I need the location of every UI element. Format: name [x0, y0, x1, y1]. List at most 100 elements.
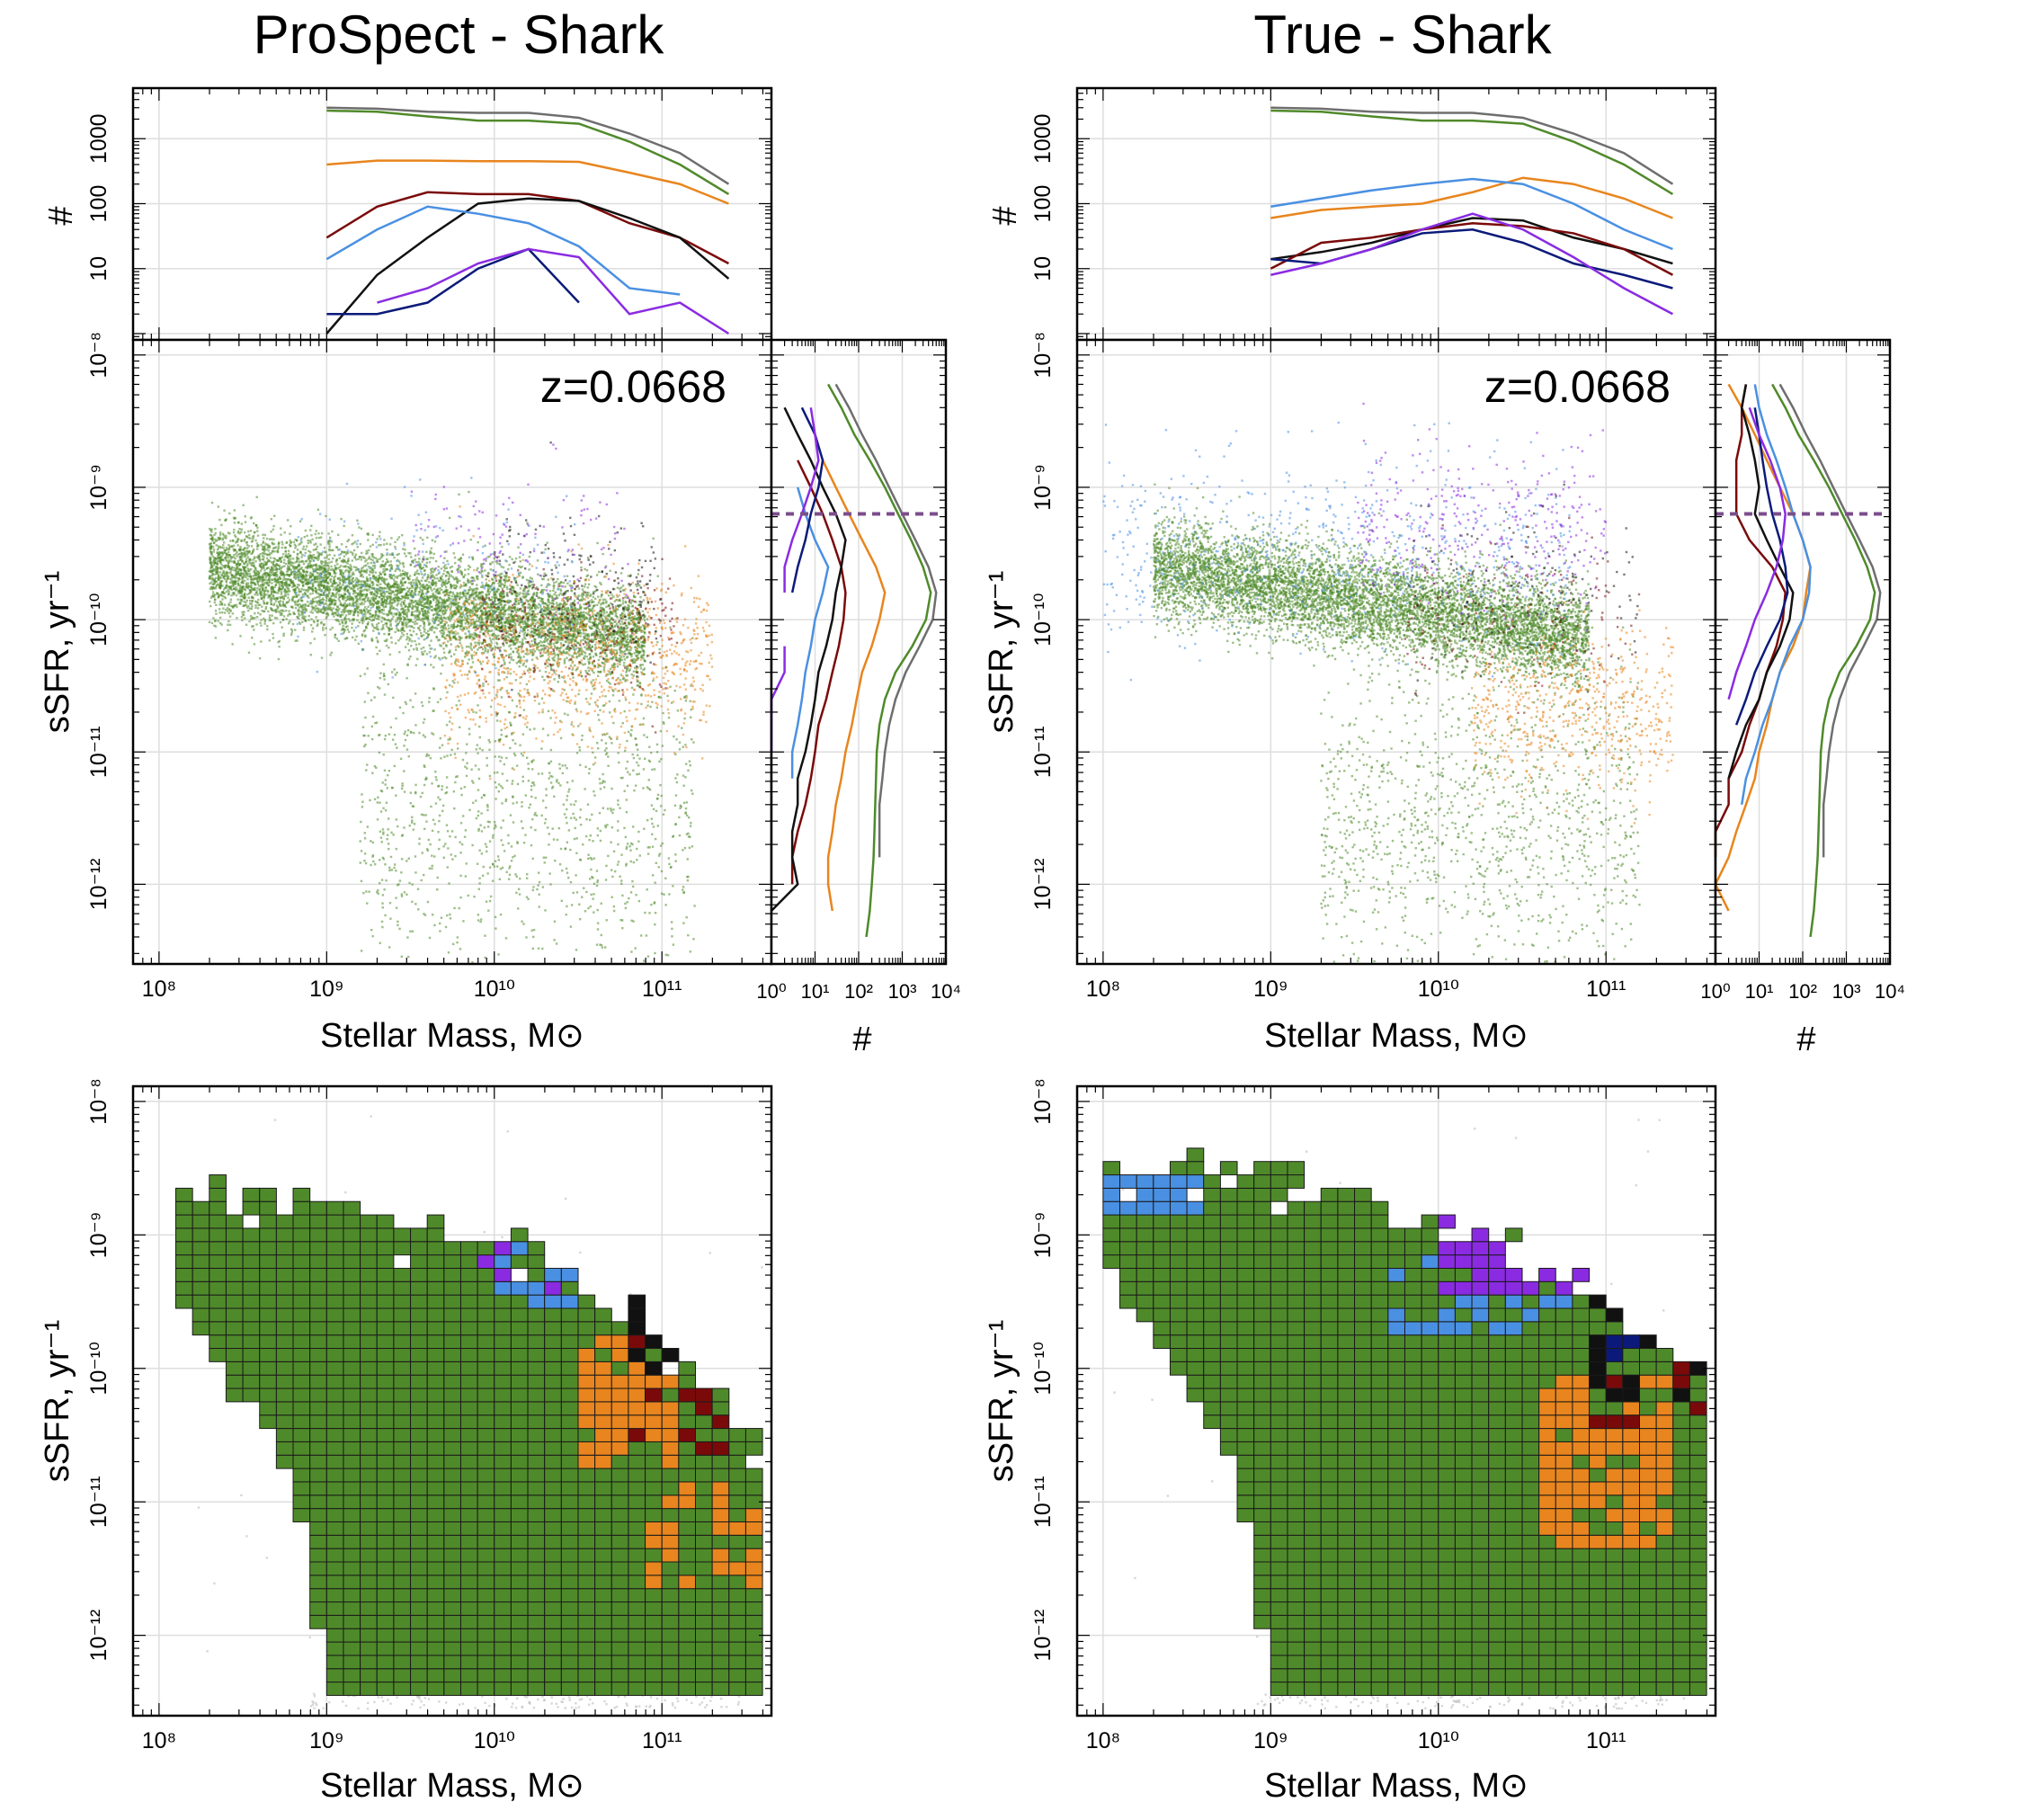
true-scatter-group-orange	[1470, 602, 1674, 825]
prospect-binned-map-y-tick-label: 10⁻¹²	[86, 1610, 111, 1662]
prospect-scatter-group-green-main-sequence	[208, 495, 646, 711]
true-ssfr-histogram-line-navy	[1734, 407, 1789, 726]
true-binned-map-x-axis-label: Stellar Mass, M⊙	[1264, 1767, 1528, 1805]
true-binned-map-y-tick-label: 10⁻¹²	[1030, 1610, 1056, 1662]
true-scatter-y-tick-label: 10⁻¹⁰	[1030, 593, 1056, 646]
prospect-scatter-group-black	[494, 441, 662, 691]
prospect-mass-histogram-panel: 10 100 1000 #	[42, 86, 773, 342]
prospect-mass-histogram-line-green	[326, 109, 730, 195]
prospect-scatter-y-axis-label: sSFR, yr⁻¹	[39, 571, 76, 733]
prospect-mass-histogram-y-tick-label: 100	[86, 185, 111, 223]
true-scatter-y-axis-label: sSFR, yr⁻¹	[983, 571, 1020, 733]
true-ssfr-histogram-x-tick-label: 10⁰	[1700, 980, 1730, 1003]
prospect-scatter-group-purple	[410, 443, 630, 630]
true-scatter-x-tick-label: 10¹⁰	[1418, 977, 1459, 1002]
true-binned-map-x-tick-label: 10¹¹	[1586, 1728, 1626, 1753]
true-ssfr-histogram-line-grey	[1778, 383, 1882, 858]
prospect-ssfr-histogram-x-tick-label: 10²	[844, 980, 873, 1003]
true-scatter-panel: z=0.0668 10⁸ 10⁹ 10¹⁰ 10¹¹ 10⁻¹² 10⁻¹¹ 10⁻¹⁰ 10⁻…	[983, 332, 1717, 1055]
true-mass-histogram-y-tick-label: 1000	[1030, 113, 1056, 164]
true-ssfr-histogram-line-orange	[1714, 383, 1812, 912]
prospect-ssfr-histogram-x-tick-label: 10¹	[801, 980, 830, 1003]
prospect-binned-map-y-tick-label: 10⁻⁸	[86, 1078, 111, 1125]
prospect-ssfr-histogram-x-tick-label: 10³	[888, 980, 917, 1003]
true-scatter-group-black	[1407, 483, 1639, 696]
prospect-scatter-y-tick-label: 10⁻⁸	[86, 332, 111, 379]
true-binned-map-panel: 10⁸ 10⁹ 10¹⁰ 10¹¹ 10⁻¹² 10⁻¹¹ 10⁻¹⁰ 10⁻⁹ 10⁻⁸ Ste…	[983, 1078, 1717, 1805]
prospect-scatter-x-axis-label: Stellar Mass, M⊙	[320, 1017, 584, 1055]
prospect-scatter-group-green-quenched	[359, 490, 696, 965]
prospect-scatter-group-orange	[443, 505, 714, 781]
prospect-mass-histogram-line-navy	[326, 247, 580, 316]
true-ssfr-histogram-x-tick-label: 10⁴	[1875, 980, 1905, 1003]
prospect-scatter-x-tick-label: 10⁹	[309, 977, 344, 1002]
prospect-ssfr-histogram-line-darkred	[790, 459, 847, 885]
true-scatter-y-tick-label: 10⁻⁸	[1030, 332, 1056, 379]
prospect-binned-map-y-tick-label: 10⁻¹⁰	[86, 1342, 111, 1395]
true-ssfr-histogram-line-purple	[1727, 406, 1787, 700]
prospect-mass-histogram-line-darkred	[325, 191, 729, 265]
prospect-scatter-y-tick-label: 10⁻⁹	[86, 464, 111, 511]
prospect-ssfr-histogram-line-purple	[783, 407, 820, 593]
true-mass-histogram-line-blue	[1270, 177, 1673, 251]
prospect-binned-map-x-tick-label: 10¹⁰	[474, 1728, 515, 1753]
prospect-ssfr-histogram-x-tick-label: 10⁴	[931, 980, 961, 1003]
prospect-binned-map-x-axis-label: Stellar Mass, M⊙	[320, 1767, 584, 1805]
prospect-binned-map-cells	[175, 1174, 763, 1696]
true-scatter-group-green-main-sequence	[1152, 483, 1591, 722]
prospect-ssfr-histogram-line-black	[771, 406, 847, 912]
true-mass-histogram-y-tick-label: 100	[1030, 185, 1056, 223]
prospect-scatter-x-tick-label: 10¹¹	[642, 977, 682, 1002]
true-ssfr-histogram-line-blue	[1740, 384, 1812, 806]
prospect-binned-map-panel: 10⁸ 10⁹ 10¹⁰ 10¹¹ 10⁻¹² 10⁻¹¹ 10⁻¹⁰ 10⁻⁹ 10⁻⁸ Ste…	[39, 1078, 773, 1805]
prospect-mass-histogram-line-black	[325, 197, 730, 335]
true-binned-map-y-axis-label: sSFR, yr⁻¹	[983, 1320, 1020, 1482]
prospect-binned-map-y-axis-label: sSFR, yr⁻¹	[39, 1320, 76, 1482]
prospect-mass-histogram-line-grey	[326, 106, 730, 185]
prospect-ssfr-histogram-x-axis-label: #	[852, 1021, 871, 1058]
prospect-scatter-y-tick-label: 10⁻¹¹	[86, 726, 111, 778]
true-binned-map-y-tick-label: 10⁻¹⁰	[1030, 1342, 1056, 1395]
prospect-mass-histogram-line-purple	[377, 247, 730, 335]
prospect-binned-map-y-tick-label: 10⁻¹¹	[86, 1476, 111, 1528]
true-mass-histogram-line-grey	[1270, 106, 1674, 185]
true-ssfr-histogram-x-tick-label: 10³	[1832, 980, 1861, 1003]
prospect-binned-map-x-tick-label: 10⁹	[309, 1728, 344, 1753]
true-scatter-group-darkred	[1404, 516, 1641, 715]
prospect-ssfr-histogram-line-green	[827, 383, 932, 938]
true-ssfr-histogram-x-tick-label: 10¹	[1745, 980, 1774, 1003]
true-redshift-label: z=0.0668	[1484, 361, 1671, 412]
true-binned-map-cells	[1102, 1147, 1707, 1696]
prospect-ssfr-histogram-line-orange	[821, 459, 887, 912]
prospect-mass-histogram-line-blue	[325, 205, 681, 296]
prospect-scatter-x-tick-label: 10¹⁰	[474, 977, 515, 1002]
true-scatter-x-tick-label: 10⁸	[1086, 977, 1120, 1002]
true-mass-histogram-line-purple	[1270, 212, 1673, 316]
true-scatter-points	[1102, 402, 1674, 963]
true-ssfr-histogram-x-axis-label: #	[1796, 1021, 1815, 1058]
true-mass-histogram-panel: 10 100 1000 #	[986, 86, 1717, 342]
true-binned-map-y-tick-label: 10⁻⁹	[1030, 1211, 1056, 1258]
prospect-scatter-group-blue	[294, 477, 577, 679]
true-scatter-y-tick-label: 10⁻¹¹	[1030, 726, 1056, 778]
prospect-scatter-y-tick-label: 10⁻¹⁰	[86, 593, 111, 646]
prospect-ssfr-histogram-line-blue	[790, 486, 830, 779]
true-ssfr-histogram-panel: 10⁰ 10¹ 10² 10³ 10⁴ #	[1700, 338, 1905, 1058]
true-mass-histogram-y-axis-label: #	[986, 206, 1024, 225]
prospect-binned-map-y-tick-label: 10⁻⁹	[86, 1211, 111, 1258]
true-binned-map-x-tick-label: 10⁹	[1253, 1728, 1288, 1753]
column-title-true: True - Shark	[1253, 4, 1551, 66]
true-scatter-x-tick-label: 10⁹	[1253, 977, 1288, 1002]
true-mass-histogram-line-orange	[1270, 176, 1673, 219]
true-mass-histogram-line-darkred	[1270, 221, 1673, 276]
true-mass-histogram-line-black	[1270, 217, 1673, 265]
true-mass-histogram-y-tick-label: 10	[1030, 256, 1056, 281]
prospect-scatter-points	[208, 441, 714, 965]
prospect-redshift-label: z=0.0668	[540, 361, 726, 412]
prospect-mass-histogram-y-tick-label: 10	[86, 256, 111, 281]
true-ssfr-histogram-x-tick-label: 10²	[1788, 980, 1817, 1003]
prospect-ssfr-histogram-panel: 10⁰ 10¹ 10² 10³ 10⁴ #	[756, 338, 961, 1058]
true-mass-histogram-line-green	[1270, 109, 1674, 195]
prospect-scatter-y-tick-label: 10⁻¹²	[86, 859, 111, 911]
